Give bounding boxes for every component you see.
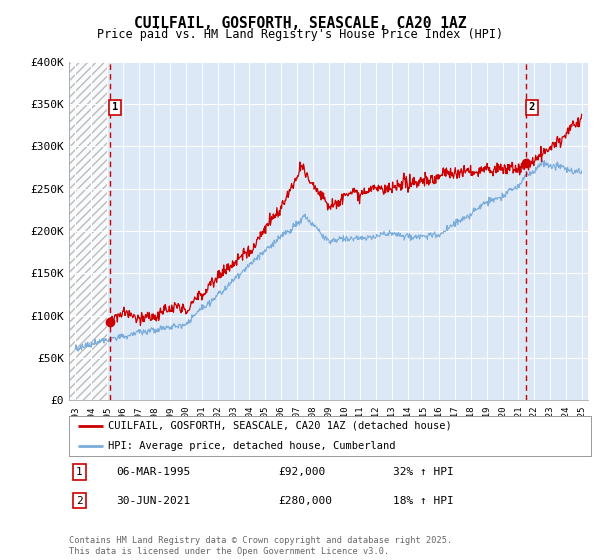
- Text: Contains HM Land Registry data © Crown copyright and database right 2025.
This d: Contains HM Land Registry data © Crown c…: [69, 536, 452, 556]
- Text: £280,000: £280,000: [278, 496, 332, 506]
- Text: HPI: Average price, detached house, Cumberland: HPI: Average price, detached house, Cumb…: [108, 441, 395, 451]
- Text: 18% ↑ HPI: 18% ↑ HPI: [392, 496, 454, 506]
- Text: 2: 2: [529, 102, 535, 113]
- Text: CUILFAIL, GOSFORTH, SEASCALE, CA20 1AZ (detached house): CUILFAIL, GOSFORTH, SEASCALE, CA20 1AZ (…: [108, 421, 452, 431]
- Text: 1: 1: [76, 467, 83, 477]
- Text: 30-JUN-2021: 30-JUN-2021: [116, 496, 190, 506]
- Text: £92,000: £92,000: [278, 467, 325, 477]
- Text: CUILFAIL, GOSFORTH, SEASCALE, CA20 1AZ: CUILFAIL, GOSFORTH, SEASCALE, CA20 1AZ: [134, 16, 466, 31]
- Text: 1: 1: [112, 102, 118, 113]
- Text: 32% ↑ HPI: 32% ↑ HPI: [392, 467, 454, 477]
- Text: 06-MAR-1995: 06-MAR-1995: [116, 467, 190, 477]
- Text: 2: 2: [76, 496, 83, 506]
- Text: Price paid vs. HM Land Registry's House Price Index (HPI): Price paid vs. HM Land Registry's House …: [97, 28, 503, 41]
